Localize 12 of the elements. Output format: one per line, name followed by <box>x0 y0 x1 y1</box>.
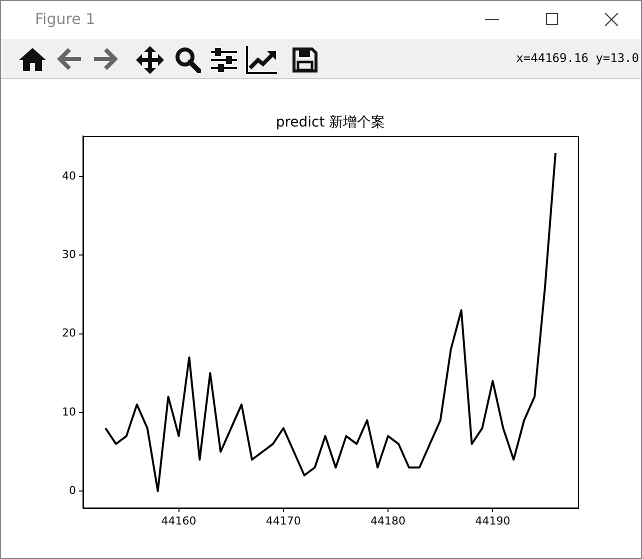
y-tick-label: 20 <box>62 326 76 340</box>
x-tick-label: 44180 <box>370 514 406 528</box>
text: x=44169.16 y=13.0 <box>516 51 639 65</box>
y-tick-label: 30 <box>62 248 76 262</box>
y-tick-label: 0 <box>69 484 76 497</box>
x-tick-label: 44190 <box>475 514 510 528</box>
chart-title: predict 新增个案 <box>276 114 386 131</box>
caption: Figure 1 <box>35 10 96 28</box>
x-tick-label: 44160 <box>161 514 196 528</box>
y-tick-label: 40 <box>62 169 76 182</box>
y-tick-label: 10 <box>62 405 76 418</box>
x-tick-label: 44170 <box>266 514 301 528</box>
